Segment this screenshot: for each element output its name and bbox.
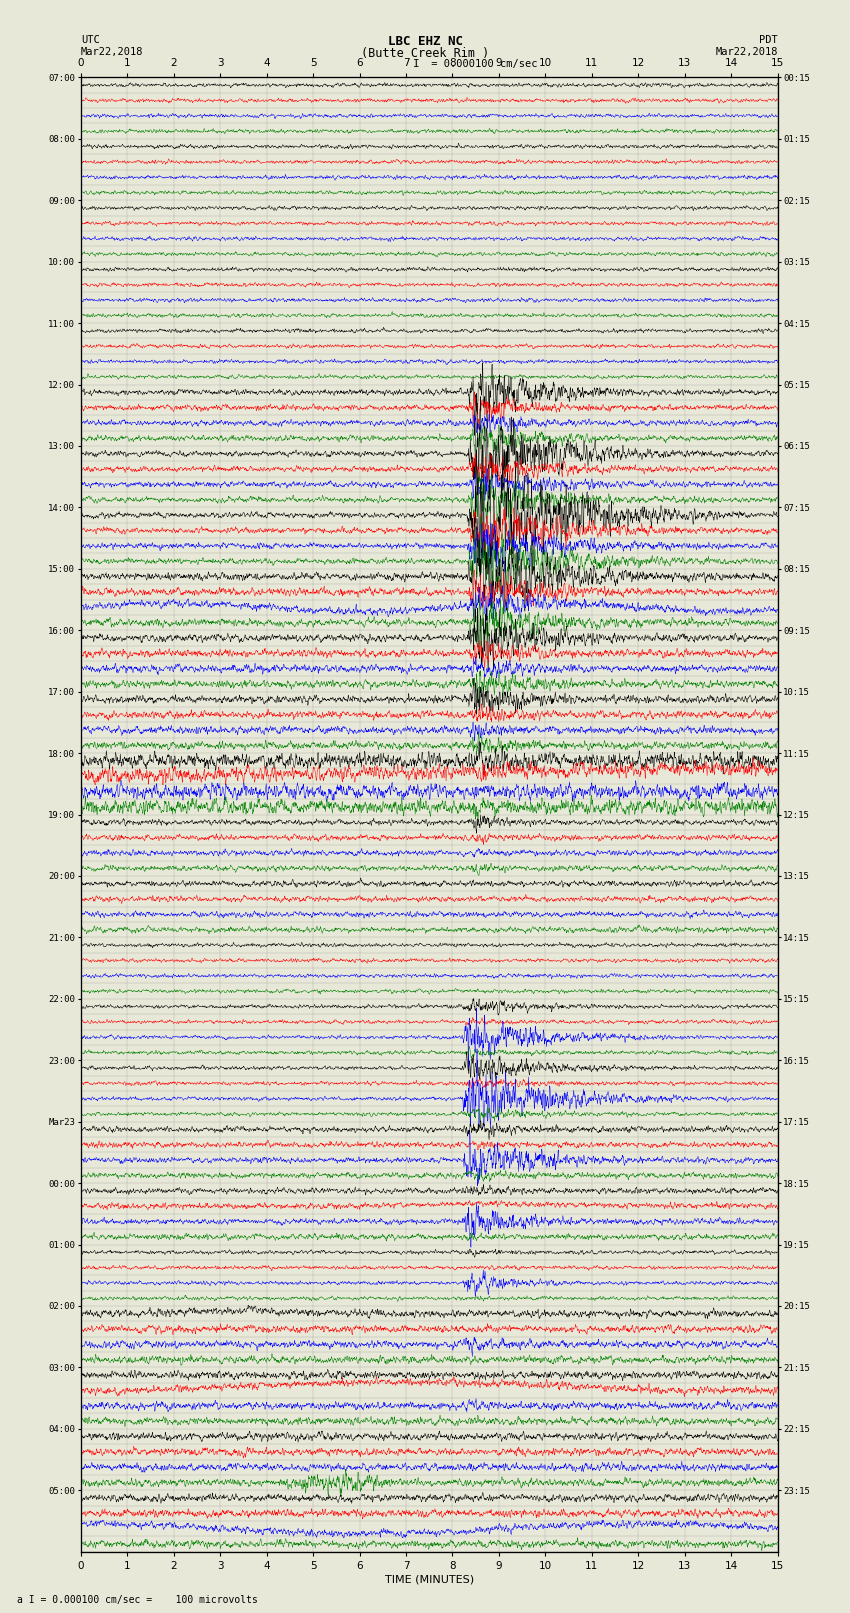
Text: PDT: PDT bbox=[759, 35, 778, 45]
Text: a I = 0.000100 cm/sec =    100 microvolts: a I = 0.000100 cm/sec = 100 microvolts bbox=[17, 1595, 258, 1605]
Text: LBC EHZ NC: LBC EHZ NC bbox=[388, 35, 462, 48]
Text: Mar22,2018: Mar22,2018 bbox=[81, 47, 144, 56]
X-axis label: TIME (MINUTES): TIME (MINUTES) bbox=[385, 1574, 473, 1586]
Text: I: I bbox=[413, 58, 420, 69]
Text: Mar22,2018: Mar22,2018 bbox=[715, 47, 778, 56]
Text: (Butte Creek Rim ): (Butte Creek Rim ) bbox=[361, 47, 489, 60]
Text: = 0.000100 cm/sec: = 0.000100 cm/sec bbox=[425, 58, 537, 69]
Text: UTC: UTC bbox=[81, 35, 99, 45]
